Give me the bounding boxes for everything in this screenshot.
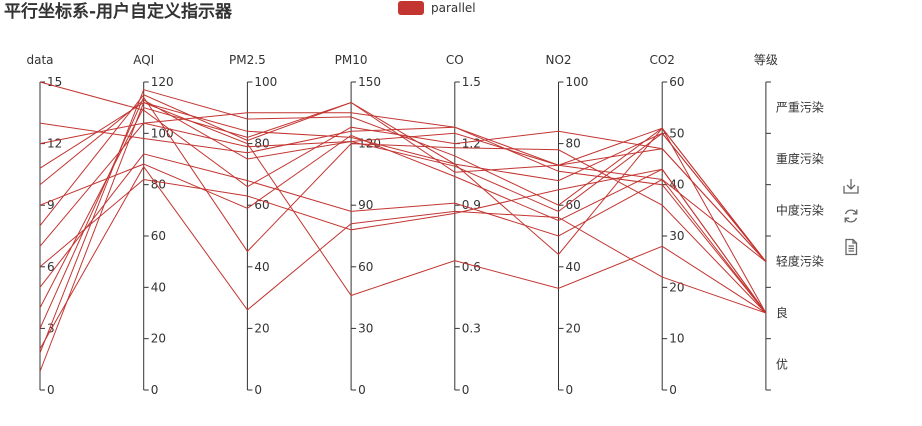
tick-label: 良 [776,305,788,320]
tick-label: 0 [358,383,366,397]
tick-label: 40 [151,280,166,294]
series-line-4[interactable] [39,101,767,314]
tick-label: 0 [462,383,470,397]
tick-label: 100 [151,126,174,140]
tick-label: 重度污染 [776,151,824,166]
axis-name: CO2 [649,53,674,67]
tick-label: 0 [669,383,677,397]
legend[interactable]: parallel [398,1,476,15]
tick-label: 100 [254,75,277,89]
axis-: 等级优 良 轻度污染 中度污染 重度污染 严重污染 [754,53,824,391]
axis-name: 等级 [754,53,778,67]
tick-label: 40 [566,260,581,274]
tick-label: 9 [47,198,55,212]
tick-label: 100 [566,75,589,89]
tick-label: 120 [151,75,174,89]
tick-label: 1.5 [462,75,481,89]
series-line-9[interactable] [39,168,767,314]
tick-label: 15 [47,75,62,89]
axis-data: data 0 3 6 9 12 15 [26,53,62,397]
tick-label: 6 [47,260,55,274]
tick-label: 轻度污染 [776,254,824,269]
tick-label: 20 [566,321,581,335]
tick-label: 50 [669,126,684,140]
tick-label: 80 [566,137,581,151]
tick-label: 150 [358,75,381,89]
tick-label: 10 [669,332,684,346]
restore-icon[interactable] [842,207,860,225]
tick-label: 0 [566,383,574,397]
series-line-11[interactable] [39,101,767,309]
series-line-12[interactable] [39,96,767,329]
series-line-8[interactable] [39,112,767,263]
tick-label: 0 [151,383,159,397]
tick-label: 60 [358,260,373,274]
series-line-3[interactable] [39,122,767,263]
tick-label: 0 [47,383,55,397]
legend-swatch[interactable] [398,1,424,15]
axis-name: CO [446,53,464,67]
tick-label: 中度污染 [776,202,824,217]
save-as-image-icon[interactable] [842,177,860,195]
series-line-15[interactable] [39,101,767,372]
tick-label: 60 [151,229,166,243]
tick-label: 0 [254,383,262,397]
axis-name: PM2.5 [229,53,266,67]
series-line-10[interactable] [39,153,767,314]
tick-label: 20 [254,321,269,335]
axis-name: AQI [133,53,154,67]
tick-label: 60 [566,198,581,212]
tick-label: 90 [358,198,373,212]
tick-label: 严重污染 [776,100,824,115]
series-lines [39,81,767,372]
tick-label: 0.3 [462,321,481,335]
tick-label: 80 [254,137,269,151]
axis-name: NO2 [545,53,571,67]
tick-label: 40 [254,260,269,274]
axis-no2: NO2 0 20 40 60 80 100 [545,53,588,397]
axis-name: PM10 [335,53,368,67]
tick-label: 3 [47,321,55,335]
tick-label: 30 [358,321,373,335]
data-view-icon[interactable] [842,238,860,256]
tick-label: 优 [776,357,788,371]
axes: data03691215AQI020406080100120PM2.502040… [26,53,823,397]
series-line-6[interactable] [39,134,767,314]
tick-label: 30 [669,229,684,243]
series-line-2[interactable] [39,122,767,314]
axis-name: data [26,53,53,67]
chart-title: 平行坐标系-用户自定义指示器 [4,1,233,22]
tick-label: 20 [151,332,166,346]
legend-label[interactable]: parallel [431,1,476,15]
series-line-14[interactable] [39,89,767,354]
series-line-13[interactable] [39,165,767,350]
tick-label: 12 [47,137,62,151]
tick-label: 60 [669,75,684,89]
